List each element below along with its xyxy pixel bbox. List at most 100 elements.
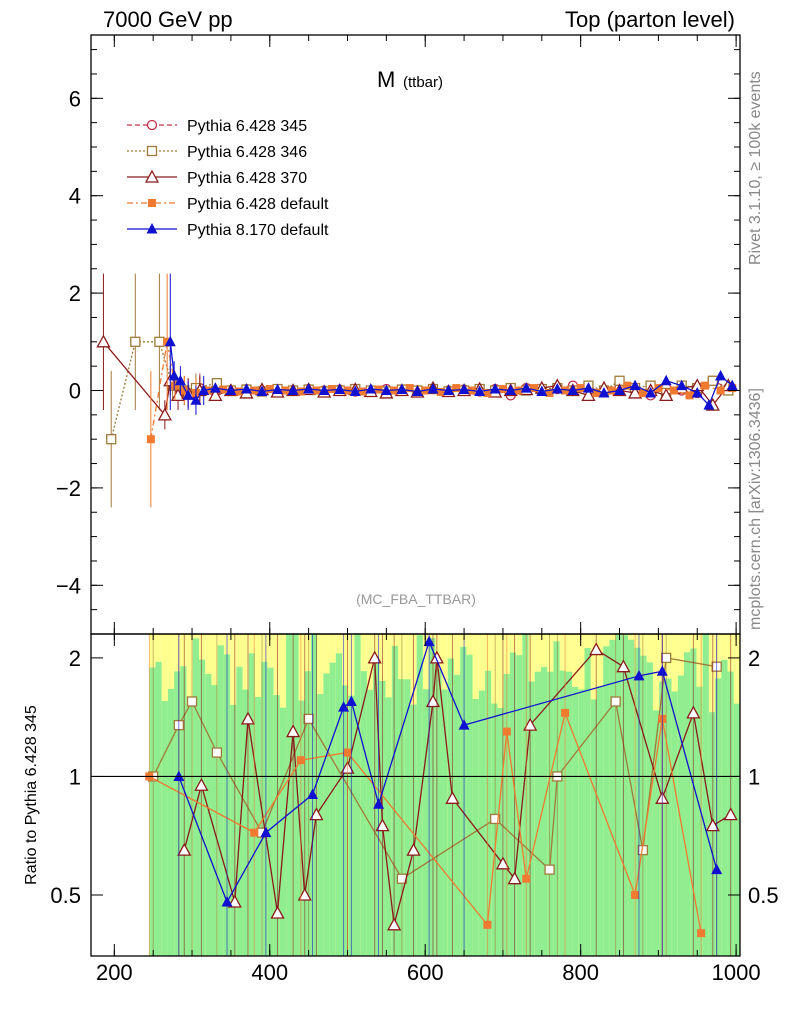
x-tick-label: 400 [251,960,288,985]
uncertainty-band-inner [522,634,529,956]
data-point [287,384,299,396]
ratio-y-tick-label: 2 [69,646,81,671]
ratio-point [221,895,233,907]
ratio-point [633,669,645,681]
uncertainty-band-inner [497,707,504,956]
uncertainty-band-inner [491,703,498,956]
legend-label: Pythia 8.170 default [187,222,329,239]
data-point [627,385,643,399]
y-tick-label: 2 [69,281,81,306]
uncertainty-band-inner [696,686,703,956]
ratio-point [523,717,538,731]
data-point [592,388,601,397]
data-point [198,384,210,396]
main-series [96,273,738,508]
data-point [582,382,594,393]
data-point [106,434,117,445]
uncertainty-band-inner [242,689,249,956]
uncertainty-band-inner [323,673,330,956]
ratio-bands [149,634,740,956]
header-right: Top (parton level) [565,7,735,32]
data-point [514,386,523,395]
ratio-point [425,694,441,708]
ratio-point [723,807,738,821]
data-point [265,385,274,394]
uncertainty-band-inner [578,689,585,956]
ratio-point [483,920,492,929]
data-point [474,385,486,396]
data-point [168,369,180,381]
legend-label: Pythia 6.428 346 [187,144,307,161]
data-point [598,386,610,398]
uncertainty-band-inner [621,635,629,956]
ratio-point [429,650,444,664]
header-left: 7000 GeV pp [103,7,233,32]
ratio-point [661,652,672,664]
data-point [130,336,141,347]
legend-marker [148,199,156,207]
data-point [614,384,626,396]
uncertainty-band-inner [217,645,224,956]
x-tick-label: 800 [562,960,599,985]
ratio-point [303,713,314,725]
data-point [225,384,237,396]
uncertainty-band-inner [292,634,299,956]
data-point [576,384,585,393]
uncertainty-band-inner [429,638,436,956]
data-point [443,384,455,396]
data-point [520,382,532,393]
data-point [411,385,423,396]
uncertainty-band-inner [715,678,722,956]
uncertainty-band-inner [634,647,641,956]
data-point [405,384,414,393]
uncertainty-band-inner [279,707,287,956]
mcplots-text: mcplots.cern.ch [arXiv:1306.3436] [747,388,764,630]
ratio-point [589,642,604,656]
uncertainty-band-inner [534,671,542,956]
ratio-point [307,788,319,799]
uncertainty-band-inner [149,667,156,956]
uncertainty-band-inner [721,659,728,956]
data-point [365,383,377,394]
uncertainty-band-inner [628,639,635,956]
data-point [567,384,579,396]
uncertainty-band-inner [304,671,311,956]
data-point [427,383,439,394]
data-point [396,383,408,395]
uncertainty-band-inner [603,646,610,956]
chart-title: M [377,67,395,92]
ratio-point [561,708,570,717]
data-point [318,384,330,396]
data-point [234,387,243,396]
data-point [296,387,305,396]
y-tick-label: 6 [69,86,81,111]
data-point [272,383,284,395]
uncertainty-band-inner [335,653,343,956]
ratio-point [686,705,701,719]
ratio-point [227,894,242,908]
data-point [349,385,361,396]
data-point [157,407,172,421]
data-point [327,385,336,394]
uncertainty-band-inner [441,689,448,956]
data-point [154,336,165,347]
ratio-point [490,813,501,825]
uncertainty-band-inner [615,634,622,956]
ratio-series [145,634,738,956]
uncertainty-band-inner [478,690,486,956]
ratio-point [250,828,259,837]
uncertainty-band-inner [391,645,399,956]
uncertainty-band-inner [684,652,691,956]
data-point [726,379,738,391]
data-point [703,399,715,410]
uncertainty-band-inner [559,670,566,956]
uncertainty-band-inner [528,681,535,956]
data-point [312,386,321,395]
uncertainty-band-inner [447,658,454,956]
ratio-point [631,890,640,899]
uncertainty-band-inner [286,634,293,956]
data-point [659,388,674,402]
ratio-point [495,856,511,870]
ratio-point [240,711,256,725]
